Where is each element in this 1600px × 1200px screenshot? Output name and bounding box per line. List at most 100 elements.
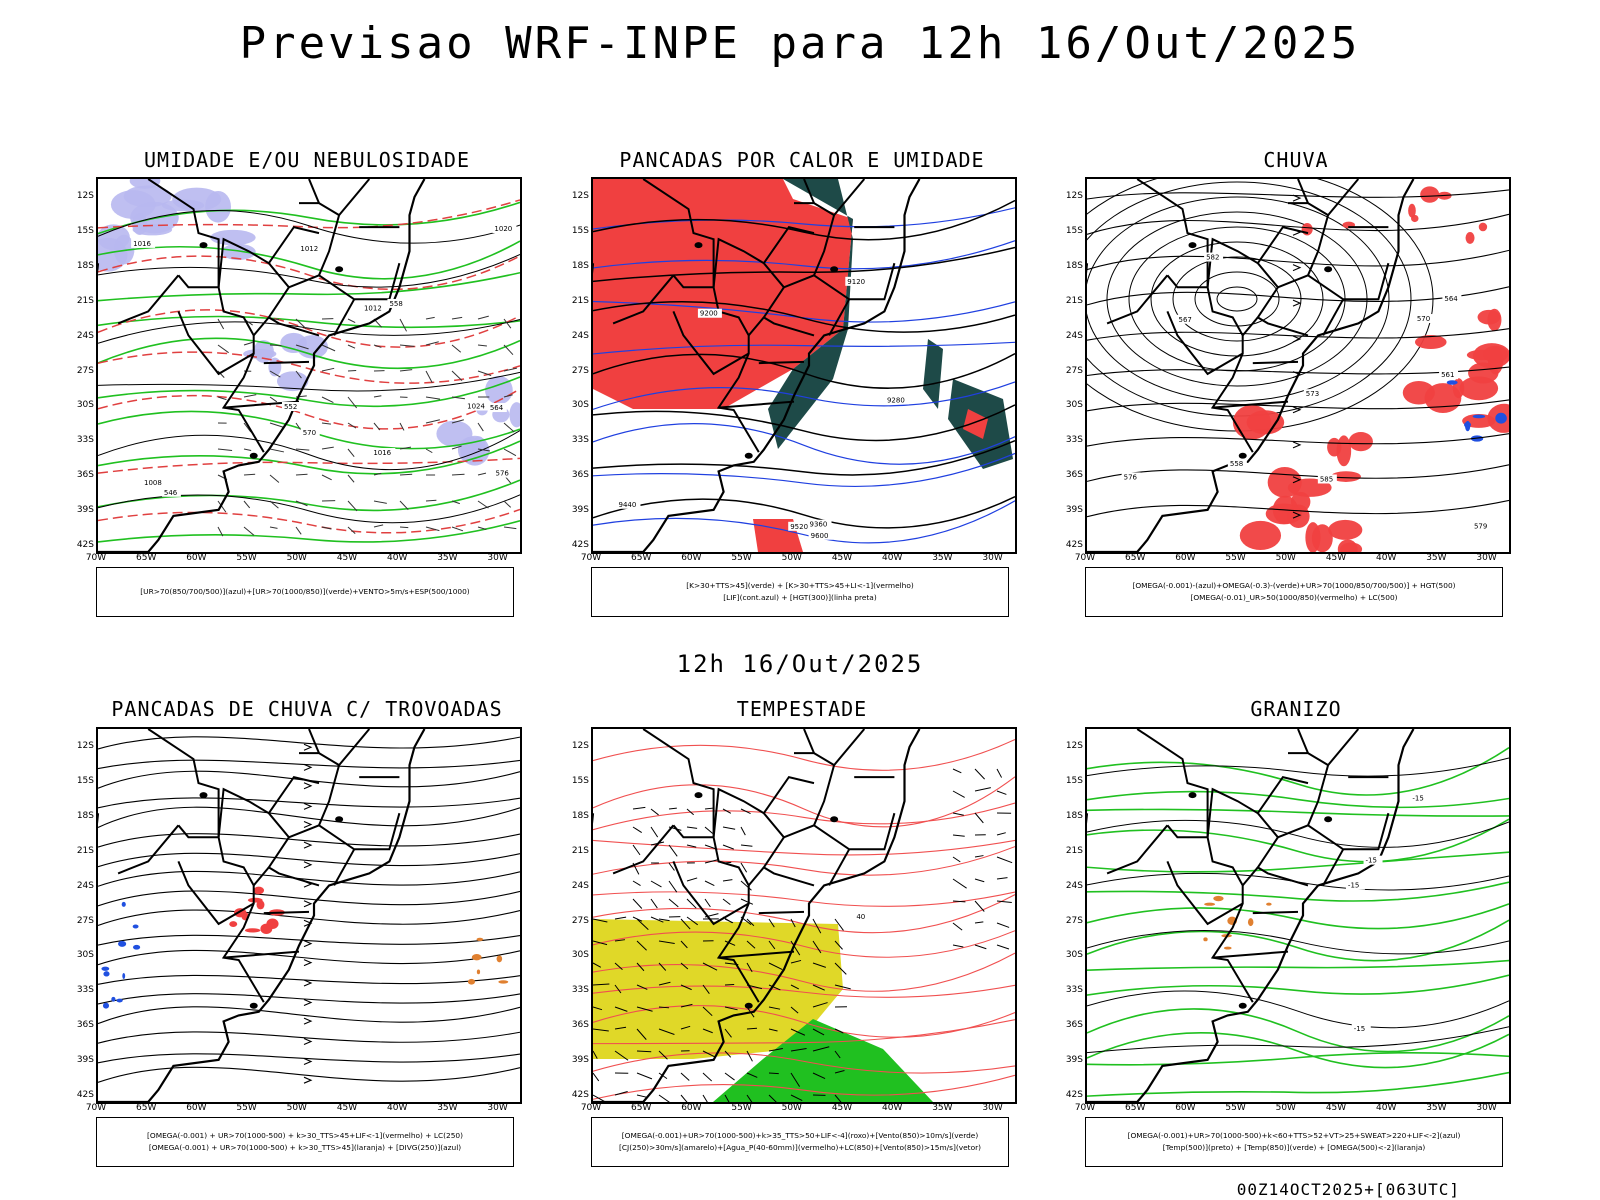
wind-vector <box>740 880 752 891</box>
contour-line <box>1087 1026 1509 1054</box>
state-border <box>747 316 765 337</box>
lat-tick-label: 30S <box>76 400 94 411</box>
lake-feature <box>199 792 208 799</box>
lon-tick-label: 70W <box>85 553 107 563</box>
lat-tick-label: 24S <box>1065 880 1083 891</box>
shaded-area <box>1239 520 1282 550</box>
wind-vector <box>503 500 512 508</box>
lat-tick-label: 15S <box>1065 225 1083 236</box>
shaded-area <box>121 901 126 907</box>
streamline <box>98 1053 520 1064</box>
wind-vector <box>217 396 227 401</box>
contour-label: 1012 <box>300 245 318 253</box>
shaded-area <box>1247 918 1254 927</box>
wind-vector <box>768 962 783 971</box>
legend-line: [UR>70(850/700/500)](azul)+[UR>70(1000/8… <box>140 587 470 596</box>
wind-vector <box>347 500 358 512</box>
state-border <box>672 311 750 376</box>
flow-arrow <box>1292 335 1302 343</box>
wind-vector <box>790 984 800 990</box>
lon-tick-label: 35W <box>932 553 953 563</box>
panel-title-umidade: UMIDADE E/OU NEBULOSIDADE <box>143 148 471 172</box>
lat-tick-label: 21S <box>1065 295 1083 306</box>
wind-vector <box>614 1050 629 1061</box>
map-panel-granizo: -15 -15 -15 -15 <box>1085 727 1511 1104</box>
lon-tick-label: 40W <box>387 553 408 563</box>
lat-tick-label: 39S <box>1065 505 1083 516</box>
map-panel-tempestade: 40 <box>591 727 1017 1104</box>
contour-line <box>98 479 520 512</box>
coastline <box>1087 729 1415 1102</box>
wind-vector <box>650 826 659 838</box>
contour-label: -15 <box>1412 795 1423 803</box>
contour-label: 564 <box>490 404 504 412</box>
contour-label-bg <box>1471 521 1491 531</box>
shaded-area <box>1487 347 1504 375</box>
wind-vector <box>217 344 229 354</box>
convection-area <box>593 179 853 409</box>
state-border <box>828 848 851 886</box>
wind-vector <box>399 446 412 450</box>
panel-title-chuva: CHUVA <box>1263 148 1329 172</box>
lat-tick-label: 42S <box>571 1090 589 1100</box>
wind-vector <box>668 862 675 871</box>
wind-vector <box>614 1090 628 1096</box>
contour-line <box>98 315 520 329</box>
lat-tick-label: 24S <box>571 330 589 341</box>
lat-tick-label: 39S <box>571 505 589 516</box>
shaded-area <box>1408 203 1416 218</box>
contour-label-bg <box>697 308 722 318</box>
legend-line: [OMEGA(-0.001)+UR>70(1000-500)+k>35_TTS>… <box>621 1131 979 1140</box>
lon-tick-label: 50W <box>1275 553 1296 563</box>
contour-line <box>1087 790 1509 809</box>
contour-line <box>1087 851 1509 873</box>
contour-line <box>98 494 520 524</box>
lon-tick-label: 35W <box>1426 1103 1447 1113</box>
legend-line: [OMEGA(-0.01)_UR>50(1000/850)(vermelho) … <box>1190 593 1398 602</box>
contour-label-bg <box>1317 474 1337 484</box>
flow-arrow <box>1292 194 1302 202</box>
legend-line: [K>30+TTS>45](verde) + [K>30+TTS>45+LI<-… <box>686 581 914 590</box>
wind-vector <box>347 396 358 409</box>
contour-label-bg <box>465 401 490 411</box>
wind-vector <box>650 808 659 816</box>
state-border <box>1166 274 1208 289</box>
wind-vector <box>321 367 335 372</box>
state-border <box>252 316 270 337</box>
contour-label-bg <box>1303 389 1323 399</box>
wind-vector <box>768 1072 779 1075</box>
contour-line <box>593 776 1015 828</box>
state-border <box>318 812 401 851</box>
lat-tick-label: 21S <box>571 295 589 306</box>
state-border <box>803 729 815 754</box>
contour-line <box>1087 818 1509 863</box>
wind-vector <box>702 1072 713 1082</box>
state-border <box>252 866 270 887</box>
contour-line <box>98 520 520 543</box>
wind-vector <box>217 370 225 378</box>
state-border <box>712 237 765 288</box>
wind-vector <box>425 448 433 454</box>
state-border <box>1252 360 1299 365</box>
contour-line <box>593 891 1015 907</box>
streamline-cyclone <box>1216 286 1258 312</box>
wind-vector <box>593 983 610 986</box>
wind-vector <box>996 922 1010 928</box>
shaded-area <box>221 243 256 260</box>
shaded-area <box>471 954 482 961</box>
wind-vector <box>834 940 843 950</box>
shaded-area <box>118 940 127 947</box>
lake-feature <box>694 792 703 799</box>
lat-tick-label: 30S <box>1065 400 1083 411</box>
lon-tick-label: 30W <box>982 553 1003 563</box>
lon-tick-label: 60W <box>186 1103 207 1113</box>
wind-vector <box>790 1072 801 1087</box>
shaded-area <box>496 955 503 963</box>
wind-vector <box>425 499 437 502</box>
wind-vector <box>636 940 647 951</box>
wind-vector <box>812 1072 826 1080</box>
lon-tick-label: 30W <box>982 1103 1003 1113</box>
contour-line <box>593 246 1015 283</box>
shaded-area <box>205 190 232 223</box>
contour-label: 9520 <box>790 523 808 531</box>
